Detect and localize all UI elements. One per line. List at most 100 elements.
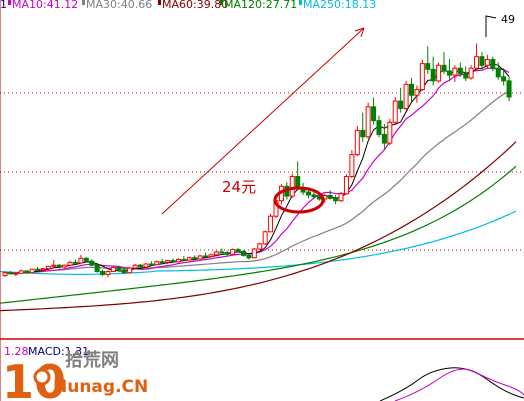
- candle-body-3: [18, 270, 24, 274]
- candle-body-20: [110, 267, 116, 273]
- candle-body-0: [2, 272, 8, 277]
- candle-body-67: [365, 106, 371, 138]
- candle-body-86: [468, 67, 474, 79]
- annotation-label: 24元: [222, 178, 256, 196]
- candle-body-27: [148, 263, 154, 266]
- price-grid: [0, 92, 524, 251]
- candle-body-74: [403, 83, 409, 110]
- candles: [2, 43, 512, 278]
- candle-body-92: [501, 76, 507, 82]
- candle-body-56: [306, 191, 312, 196]
- candle-body-82: [446, 70, 452, 76]
- ma60-line: [0, 141, 517, 312]
- trend-arrow-head: [354, 27, 365, 38]
- candle-body-85: [463, 73, 469, 79]
- candle-body-73: [398, 100, 404, 110]
- candle-body-4: [24, 270, 30, 274]
- candle-body-84: [457, 67, 463, 75]
- watermark-site-name: 拾荒网: [65, 349, 119, 371]
- candle-body-23: [127, 267, 133, 274]
- candle-body-80: [436, 64, 442, 82]
- candle-body-9: [51, 264, 57, 267]
- candle-body-13: [72, 261, 78, 264]
- candle-body-38: [208, 254, 214, 258]
- candle-body-72: [392, 100, 398, 123]
- candle-body-21: [116, 267, 122, 271]
- candle-body-49: [268, 215, 274, 233]
- candle-body-15: [83, 257, 89, 262]
- ma250-line: [0, 210, 517, 275]
- candle-body-48: [262, 231, 268, 245]
- candle-body-47: [257, 243, 263, 250]
- candle-body-41: [224, 252, 230, 255]
- candle-body-64: [349, 154, 355, 177]
- candle-body-40: [219, 251, 225, 254]
- candle-body-46: [251, 248, 257, 259]
- candle-body-57: [311, 194, 317, 198]
- candle-body-39: [213, 251, 219, 256]
- watermark-domain: Hunag.CN: [53, 377, 148, 397]
- ma10-line: [4, 67, 510, 274]
- legend-swatch-4: [299, 0, 302, 5]
- candle-body-16: [89, 260, 95, 266]
- candle-body-69: [376, 120, 382, 135]
- candle-body-89: [484, 59, 490, 66]
- candle-body-93: [506, 80, 512, 98]
- candle-body-5: [29, 268, 35, 274]
- candle-body-22: [121, 269, 127, 274]
- candle-body-1: [7, 272, 13, 275]
- peak-marker: [485, 15, 497, 37]
- legend-item-4: MA250:18.13: [303, 0, 376, 11]
- candle-body-70: [381, 133, 387, 144]
- legend-item-2: MA60:39.80: [162, 0, 228, 11]
- candle-body-45: [246, 254, 252, 259]
- candle-body-44: [240, 250, 246, 256]
- candle-body-34: [186, 257, 192, 261]
- candle-body-76: [414, 89, 420, 96]
- candle-body-35: [192, 257, 198, 260]
- candle-body-25: [138, 264, 143, 268]
- candle-body-14: [78, 257, 84, 264]
- candle-body-6: [35, 268, 41, 271]
- candle-body-18: [100, 271, 106, 275]
- candle-body-26: [143, 263, 149, 268]
- candle-body-33: [181, 258, 187, 261]
- ma5-line: [4, 63, 510, 274]
- candle-body-71: [387, 121, 393, 144]
- candle-body-78: [425, 63, 431, 70]
- candle-body-83: [452, 67, 458, 76]
- candle-body-54: [295, 175, 301, 188]
- ma30-line: [4, 90, 510, 274]
- candle-body-2: [13, 272, 19, 275]
- candle-body-30: [165, 260, 171, 263]
- candle-body-43: [235, 249, 241, 252]
- candle-body-61: [333, 197, 339, 202]
- candle-body-53: [289, 175, 295, 197]
- candle-body-65: [354, 129, 360, 156]
- legend-swatch-2: [158, 0, 161, 5]
- watermark-gear-icon: [33, 368, 51, 386]
- candle-body-66: [360, 129, 366, 138]
- legend-item-1: MA30:40.66: [86, 0, 152, 11]
- candle-body-87: [474, 56, 480, 69]
- candle-body-90: [490, 59, 496, 69]
- macd-label: MACD:1.31: [28, 345, 89, 358]
- candle-body-62: [338, 193, 344, 202]
- candle-body-28: [154, 261, 160, 266]
- candle-body-12: [67, 261, 73, 266]
- candle-body-24: [132, 264, 138, 269]
- legend-prefix: 1: [0, 0, 7, 11]
- candle-body-79: [430, 68, 436, 82]
- ma-legend: 1 MA10:41.12 MA30:40.66 MA60:39.80MA120:27.…: [0, 0, 376, 11]
- candle-body-42: [230, 249, 236, 255]
- candle-body-29: [159, 261, 165, 264]
- candle-body-91: [495, 67, 501, 78]
- annotations: 24元 49: [161, 13, 515, 215]
- candle-body-75: [409, 83, 414, 96]
- candle-body-19: [105, 271, 111, 275]
- trend-arrow: [161, 27, 365, 215]
- ma120-line: [0, 165, 517, 304]
- candle-body-7: [40, 268, 46, 271]
- moving-average-lines: [0, 63, 517, 312]
